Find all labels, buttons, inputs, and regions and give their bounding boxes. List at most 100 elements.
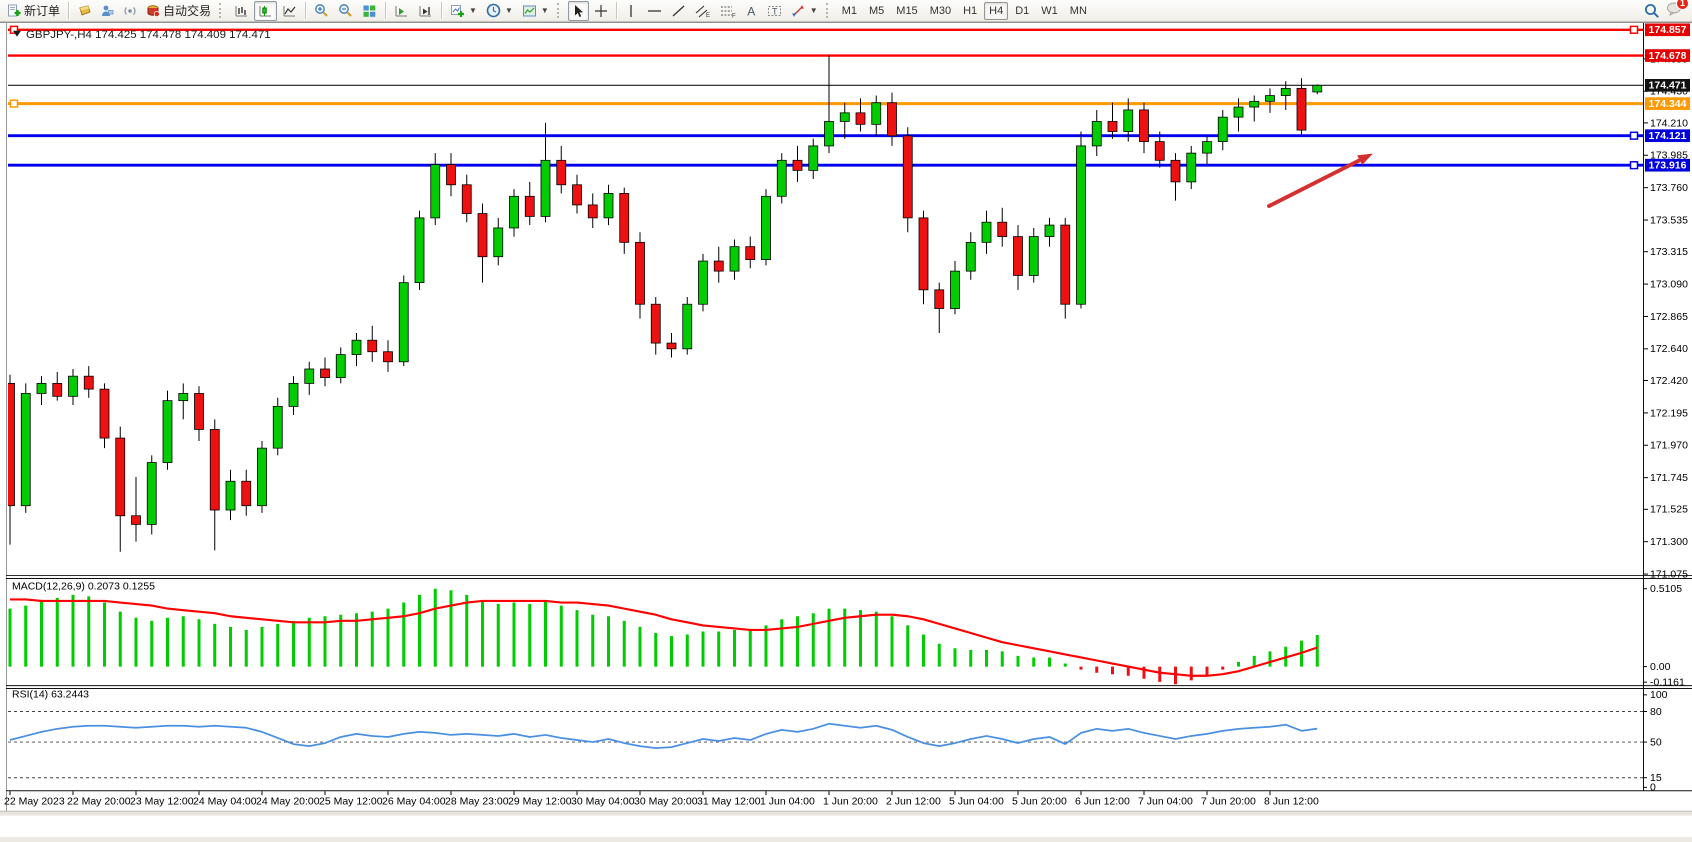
timeframe-m30[interactable]: M30	[929, 4, 952, 17]
fibonacci-button[interactable]: F	[716, 1, 740, 21]
tile-windows-button[interactable]	[358, 1, 381, 21]
timeframe-m1[interactable]: M1	[841, 4, 857, 17]
svg-text:0: 0	[1650, 783, 1656, 794]
svg-text:RSI(14) 63.2443: RSI(14) 63.2443	[12, 690, 89, 701]
price-badges: 174.857 174.678 174.471 174.344 174.121 173.9…	[1645, 23, 1690, 172]
svg-text:2 Jun 12:00: 2 Jun 12:00	[886, 796, 941, 807]
rsi-indicator	[9, 722, 1318, 750]
zoom-out-button[interactable]	[334, 1, 357, 21]
cursor-button[interactable]	[567, 0, 589, 21]
svg-text:50: 50	[1650, 738, 1662, 749]
svg-text:174.857: 174.857	[1649, 25, 1687, 36]
bar-chart-icon	[235, 5, 248, 16]
svg-text:F: F	[732, 13, 736, 18]
gold-button[interactable]	[73, 1, 95, 21]
separator	[615, 2, 617, 19]
svg-text:100: 100	[1650, 690, 1668, 701]
chart-shift-button[interactable]	[414, 1, 437, 21]
svg-text:173.760: 173.760	[1650, 183, 1688, 194]
separator	[305, 2, 307, 19]
arrows-button[interactable]: ▼	[787, 1, 822, 21]
text-button[interactable]: A	[741, 1, 762, 21]
autotrading-button[interactable]: 自动交易	[142, 1, 215, 21]
svg-text:174.121: 174.121	[1649, 131, 1687, 142]
timeframe-h1[interactable]: H1	[963, 4, 978, 17]
person-icon	[102, 5, 114, 16]
dropdown-caret: ▼	[809, 6, 818, 15]
search-icon[interactable]	[1644, 3, 1660, 19]
svg-text:174.210: 174.210	[1650, 118, 1688, 129]
periods-button[interactable]: ▼	[482, 1, 517, 21]
new-order-icon	[8, 4, 21, 16]
crosshair-button[interactable]	[590, 1, 612, 21]
separator	[441, 2, 443, 19]
horizontal-line-objects[interactable]	[8, 28, 1643, 167]
svg-text:172.420: 172.420	[1650, 376, 1688, 387]
dropdown-caret: ▼	[469, 6, 477, 15]
svg-text:173.916: 173.916	[1649, 161, 1687, 172]
toolbar-right: 1	[1644, 0, 1689, 21]
svg-text:173.535: 173.535	[1650, 216, 1688, 227]
autotrading-icon	[147, 5, 160, 17]
market-button[interactable]	[96, 1, 118, 21]
svg-text:171.525: 171.525	[1650, 505, 1688, 516]
svg-text:28 May 23:00: 28 May 23:00	[445, 796, 509, 807]
timeframe-m5[interactable]: M5	[869, 4, 885, 17]
horizontal-line-button[interactable]	[643, 1, 666, 21]
svg-text:26 May 04:00: 26 May 04:00	[382, 796, 446, 807]
bar-chart-button[interactable]	[230, 1, 253, 21]
chart-title-text: GBPJPY-,H4 174.425 174.478 174.409 174.4…	[26, 29, 271, 41]
macd-label: MACD(12,26,9) 0.2073 0.1255	[12, 582, 155, 593]
timeframe-d1[interactable]: D1	[1015, 4, 1030, 17]
toolbar-grip	[556, 3, 564, 18]
svg-text:24 May 04:00: 24 May 04:00	[193, 796, 257, 807]
timeframe-mn[interactable]: MN	[1069, 4, 1087, 17]
svg-text:5 Jun 20:00: 5 Jun 20:00	[1012, 796, 1067, 807]
trendline-button[interactable]	[667, 1, 690, 21]
dropdown-caret: ▼	[540, 6, 549, 15]
trend-arrow[interactable]	[1267, 153, 1373, 208]
new-chart-button[interactable]: ▼	[446, 1, 481, 21]
toolbar-grip	[219, 3, 226, 18]
svg-text:24 May 20:00: 24 May 20:00	[256, 796, 320, 807]
signals-button[interactable]	[119, 1, 141, 21]
vertical-line-button[interactable]	[621, 1, 642, 21]
chat-button[interactable]: 1	[1666, 0, 1689, 21]
zoom-in-icon	[315, 4, 328, 17]
toolbar-grip	[825, 3, 833, 18]
price-chart[interactable]: 174.655174.430174.210173.985173.760173.5…	[0, 22, 1692, 837]
svg-text:23 May 12:00: 23 May 12:00	[130, 796, 194, 807]
auto-scroll-button[interactable]	[390, 1, 413, 21]
chart-shift-icon	[419, 5, 432, 16]
svg-text:5 Jun 04:00: 5 Jun 04:00	[949, 796, 1004, 807]
zoom-in-button[interactable]	[310, 1, 333, 21]
chart-window: 174.655174.430174.210173.985173.760173.5…	[0, 22, 1692, 837]
svg-text:25 May 12:00: 25 May 12:00	[319, 796, 383, 807]
chart-title: GBPJPY-,H4 174.425 174.478 174.409 174.4…	[13, 29, 271, 41]
hline-handles[interactable]	[9, 25, 1639, 170]
text-label-button[interactable]: T	[763, 1, 786, 21]
fibonacci-icon: F	[720, 6, 736, 18]
channel-icon: E	[695, 5, 710, 18]
arrows-icon	[791, 4, 804, 17]
svg-text:A: A	[747, 4, 755, 18]
timeframe-m15[interactable]: M15	[896, 4, 918, 17]
svg-text:172.640: 172.640	[1650, 344, 1688, 355]
notification-badge: 1	[1676, 0, 1689, 10]
candlestick-chart-icon	[259, 5, 272, 16]
timeframe-w1[interactable]: W1	[1041, 4, 1058, 17]
svg-text:171.970: 171.970	[1650, 441, 1688, 452]
svg-text:MACD(12,26,9) 0.2073 0.1255: MACD(12,26,9) 0.2073 0.1255	[12, 582, 155, 593]
new-order-button[interactable]: 新订单	[3, 1, 64, 21]
svg-text:6 Jun 12:00: 6 Jun 12:00	[1075, 796, 1130, 807]
horizontal-line-icon	[647, 9, 661, 12]
timeframe-h4[interactable]: H4	[984, 1, 1009, 20]
equidistant-channel-button[interactable]: E	[691, 1, 715, 21]
templates-button[interactable]: ▼	[518, 1, 553, 21]
rsi-line	[9, 722, 1318, 750]
price-axis: 174.655174.430174.210173.985173.760173.5…	[1643, 54, 1688, 580]
svg-text:0.00: 0.00	[1650, 662, 1671, 673]
line-chart-button[interactable]	[278, 1, 301, 21]
separator	[385, 2, 387, 19]
candlestick-chart-button[interactable]	[254, 0, 278, 21]
